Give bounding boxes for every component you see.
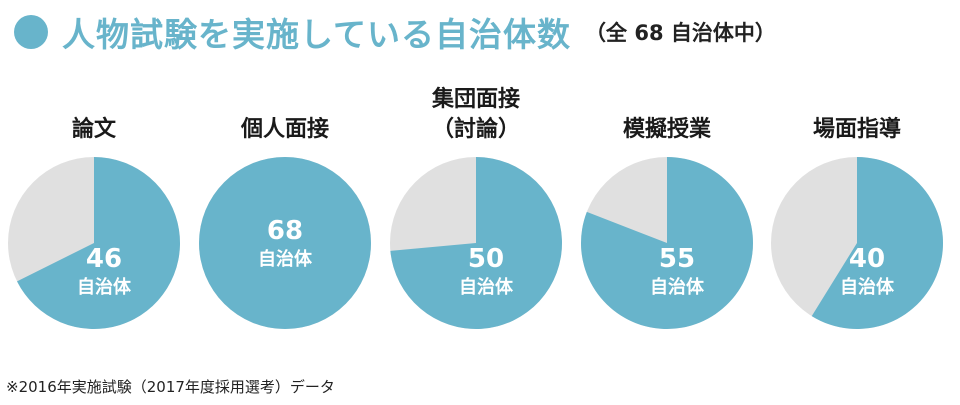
pie-label-2: 個人面接 xyxy=(190,115,380,145)
pie-value-label: 50 xyxy=(468,244,504,274)
pie-value-label: 46 xyxy=(86,244,122,274)
pie-label-4: 模擬授業 xyxy=(572,115,762,145)
pie-label-5: 場面指導 xyxy=(762,115,952,145)
pie-slice-value xyxy=(17,157,181,329)
pie-slice-value xyxy=(199,157,371,329)
pie-label-3: 集団面接 （討論） xyxy=(381,85,571,145)
pie-label-line: 模擬授業 xyxy=(622,117,711,142)
pie-value-label: 68 xyxy=(267,216,303,246)
pie-unit-label: 自治体 xyxy=(258,248,313,270)
pie-label-1: 論文 xyxy=(0,115,189,145)
pie-label-line: 場面指導 xyxy=(812,117,901,142)
page-title: 人物試験を実施している自治体数 xyxy=(62,15,572,54)
pie-label-line: 論文 xyxy=(71,117,116,142)
pie-unit-label: 自治体 xyxy=(459,276,514,298)
pie-slice-value xyxy=(811,157,943,329)
pie-value-label: 55 xyxy=(659,244,695,274)
pie-slice-value xyxy=(581,157,753,329)
pie-value-label: 40 xyxy=(849,244,885,274)
pie-label-line: 集団面接 xyxy=(431,87,520,112)
title-bullet-icon xyxy=(14,15,48,49)
page-subtitle: （全 68 自治体中） xyxy=(585,21,776,45)
pie-unit-label: 自治体 xyxy=(840,276,895,298)
pie-label-line: 個人面接 xyxy=(240,117,329,142)
pie-unit-label: 自治体 xyxy=(77,276,132,298)
pie-label-line: （討論） xyxy=(431,117,520,142)
pie-unit-label: 自治体 xyxy=(650,276,705,298)
header: 人物試験を実施している自治体数 （全 68 自治体中） xyxy=(14,2,776,62)
footnote: ※2016年実施試験（2017年度採用選考）データ xyxy=(6,378,335,396)
pie-slice-value xyxy=(390,157,562,329)
